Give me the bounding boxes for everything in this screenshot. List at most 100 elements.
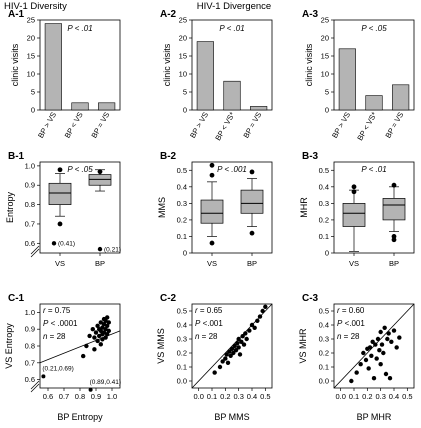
data-point — [370, 339, 375, 344]
data-point — [236, 345, 241, 350]
axis-break-mark — [30, 245, 40, 255]
x-tick-label: 0.1 — [207, 392, 217, 401]
y-tick-label: 1.0 — [25, 161, 35, 170]
box — [382, 198, 406, 221]
y-tick-label: 0.8 — [25, 342, 35, 351]
stat-symbol: n — [195, 332, 200, 341]
panel-label: B-2 — [160, 151, 177, 162]
y-tick-label: 0.9 — [25, 325, 35, 334]
bar — [44, 23, 62, 111]
data-point — [217, 364, 223, 370]
data-point — [95, 323, 100, 329]
plot-frame — [333, 303, 415, 389]
y-tick-label: 25 — [321, 16, 329, 25]
stat-value: = 0.75 — [46, 306, 71, 315]
panel-b-1: B-1 0.6 0.7 0.8 0.9 1.0 Entropy P < .05 VS BP (0.4… — [5, 151, 121, 268]
y-tick-label: 15 — [179, 52, 187, 61]
y-tick-label: 0.3 — [177, 199, 187, 208]
outlier-point — [209, 172, 215, 178]
panel-label: C-2 — [160, 293, 177, 304]
plot-frame — [191, 161, 273, 254]
bar — [392, 84, 410, 111]
data-point — [212, 370, 217, 375]
plot-frame — [191, 303, 273, 389]
x-tick-label: BP — [389, 259, 399, 268]
stat-value: <.001 — [200, 319, 223, 328]
data-point — [252, 325, 257, 330]
data-point — [232, 343, 237, 349]
panel-a-2: A-2 0 5 10 15 20 25 clinic visits P < .01 BP > VS… — [160, 9, 273, 142]
data-point — [92, 347, 97, 352]
data-point — [391, 328, 397, 333]
y-tick-label: 0 — [31, 106, 35, 115]
y-tick-label: 0.9 — [25, 181, 35, 190]
y-tick-label: 25 — [27, 16, 35, 25]
stat-value: < .0001 — [48, 319, 78, 328]
data-point — [103, 335, 108, 340]
bar — [98, 102, 116, 111]
y-tick-label: 0 — [325, 249, 329, 258]
stat-symbol: P — [43, 319, 49, 328]
outlier-point — [57, 167, 63, 173]
data-point — [243, 331, 248, 336]
x-axis-label: BP MMS — [214, 412, 249, 422]
outlier-point — [97, 169, 103, 175]
data-point — [375, 336, 381, 342]
panel-label: C-1 — [8, 293, 25, 304]
box — [200, 199, 224, 224]
axis-break-mark — [30, 248, 40, 258]
y-axis-label: clinic visits — [10, 43, 20, 86]
y-axis-label: clinic visits — [304, 43, 314, 86]
header-right: HIV-1 Divergence — [197, 1, 271, 12]
stat-value: = 0.60 — [340, 306, 365, 315]
panel-label: A-2 — [160, 9, 177, 20]
annotation: (0.41) — [58, 241, 75, 248]
y-axis-label: Entropy — [5, 191, 15, 223]
y-axis-label: VS MMS — [156, 328, 166, 364]
outlier-point — [209, 162, 215, 168]
panel-label: A-1 — [8, 9, 25, 20]
plot-frame — [333, 161, 415, 254]
x-tick-label: 0.9 — [91, 392, 101, 401]
data-point — [363, 357, 369, 363]
panel-label: A-3 — [302, 9, 319, 20]
y-axis-label: MMS — [157, 197, 167, 218]
x-tick-label: 0.1 — [349, 392, 359, 401]
p-value-text: P < .001 — [217, 165, 247, 174]
y-tick-label: 0.0 — [177, 377, 187, 386]
x-tick-label: VS — [55, 259, 65, 268]
data-point — [98, 342, 104, 347]
axis-break-mark — [30, 380, 40, 390]
data-point — [220, 359, 225, 364]
y-tick-label: 25 — [179, 16, 187, 25]
outlier-point — [41, 374, 46, 379]
data-point — [371, 376, 377, 381]
data-point — [381, 350, 386, 356]
outlier-point — [351, 189, 357, 195]
x-tick-label: 0.0 — [193, 392, 203, 401]
x-tick-label: BP > VS — [36, 111, 58, 140]
panel-label: C-3 — [302, 293, 319, 304]
data-point — [84, 343, 89, 349]
panel-c-1: C-1 0.6 0.7 0.8 0.9 1.0 0.6 0.7 0.8 0.9 1.0 VS Entr… — [4, 293, 121, 422]
bar — [365, 95, 383, 111]
y-tick-label: 0.4 — [319, 182, 329, 191]
axis-break-mark — [30, 383, 40, 393]
data-point — [369, 353, 374, 358]
data-point — [241, 342, 247, 347]
data-point — [387, 376, 393, 381]
y-tick-label: 0.7 — [25, 219, 35, 228]
x-tick-label: BP > VS — [188, 111, 210, 140]
data-point — [379, 342, 385, 347]
data-point — [106, 320, 112, 325]
y-tick-label: 0.2 — [177, 349, 187, 358]
data-point — [240, 334, 245, 339]
box — [240, 189, 264, 214]
outlier-point — [249, 230, 255, 236]
data-point — [378, 329, 383, 335]
y-tick-label: 5 — [31, 88, 35, 97]
x-tick-label: 0.6 — [43, 392, 53, 401]
x-tick-label: VS — [349, 259, 359, 268]
panel-label: B-3 — [302, 151, 319, 162]
